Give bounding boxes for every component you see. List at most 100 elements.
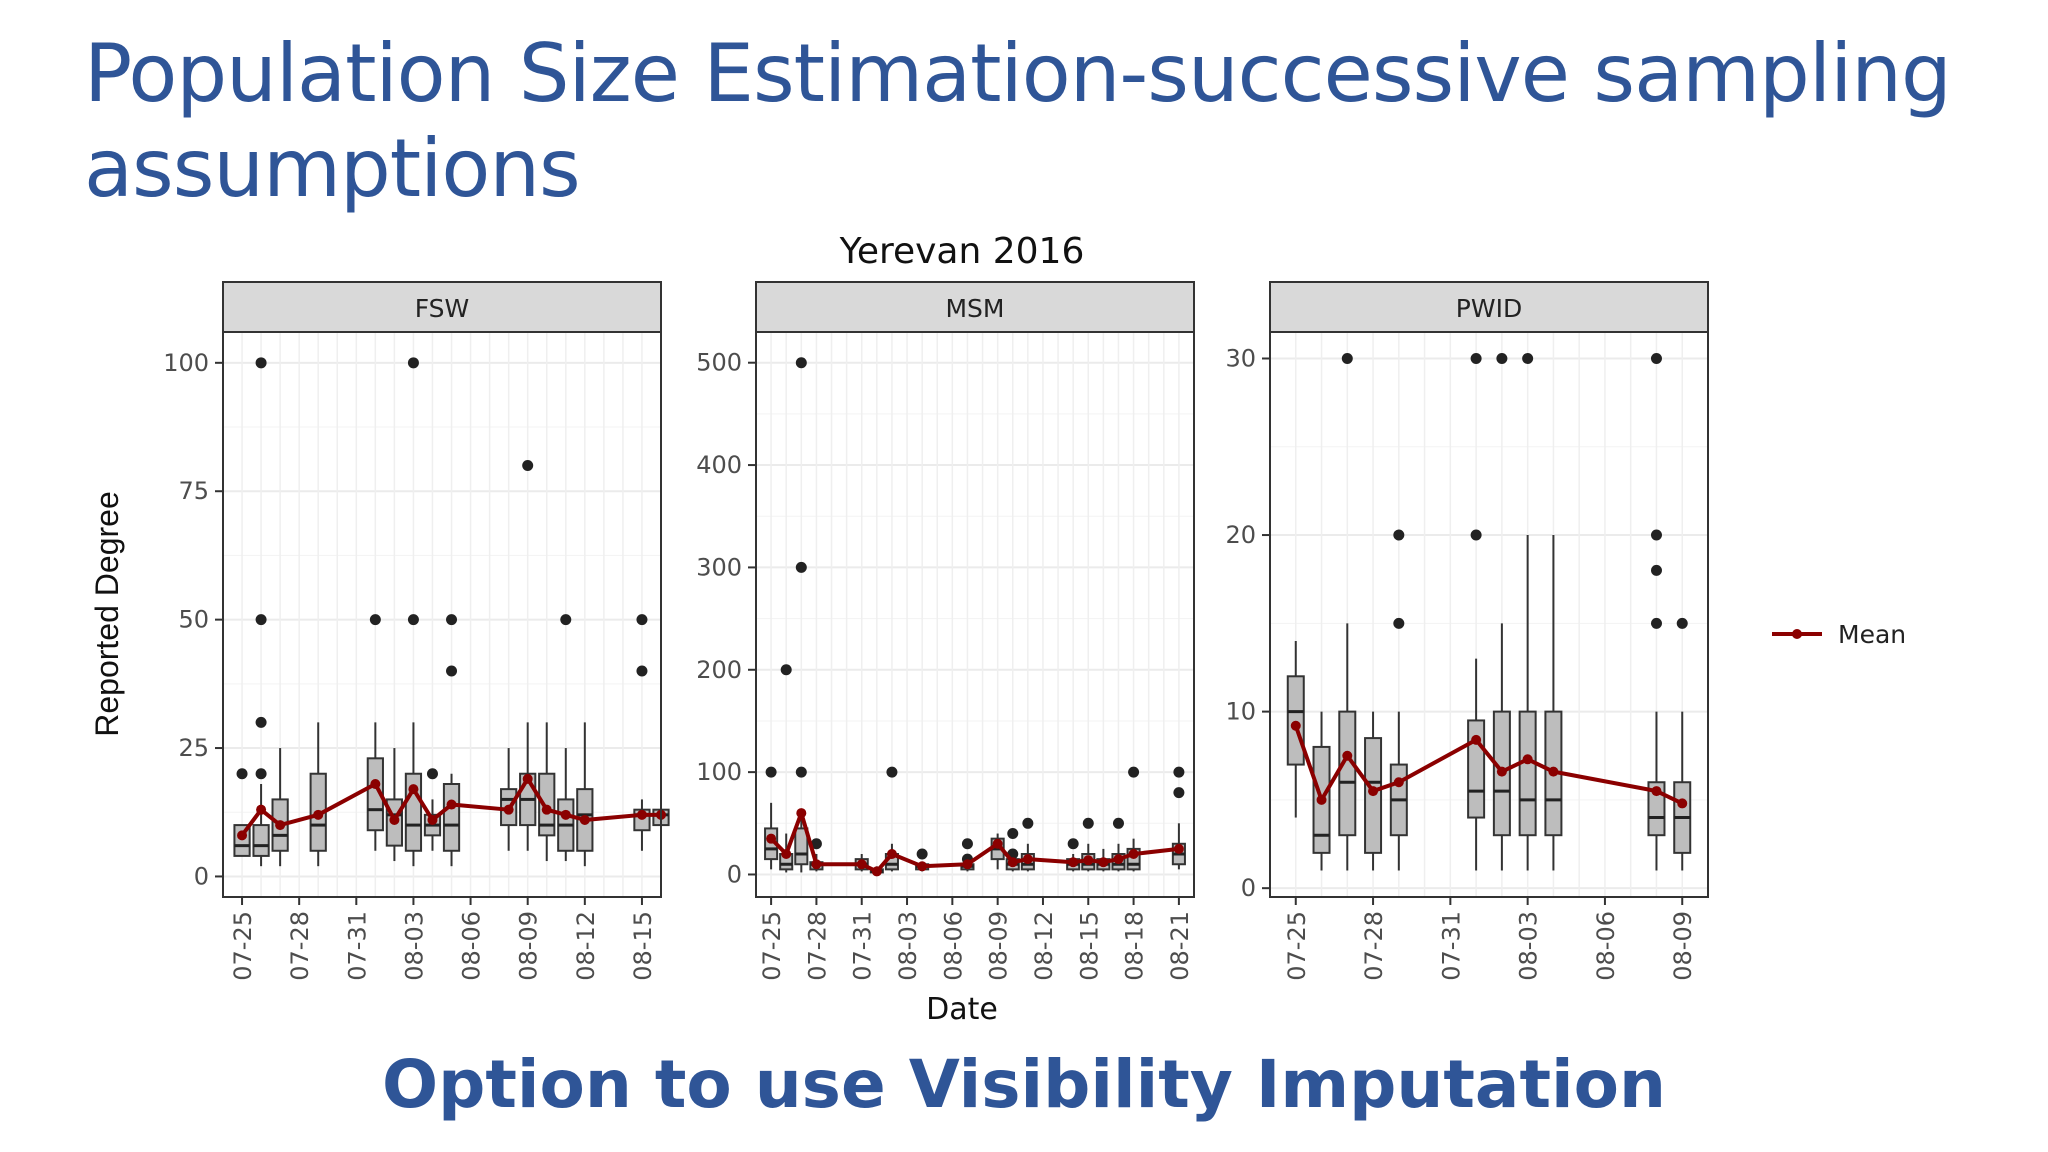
mean-point [781,849,792,860]
outlier-point [765,766,777,778]
outlier-point [522,460,534,472]
mean-point [1316,794,1327,805]
x-tick-label: 07-31 [849,911,877,981]
x-tick-label: 08-03 [1515,911,1543,981]
mean-point [992,838,1003,849]
mean-point [1496,766,1507,777]
y-tick-label: 75 [178,477,209,505]
outlier-point [1522,352,1534,364]
outlier-point [1393,529,1405,541]
outlier-point [1496,352,1508,364]
slide-subtitle: Option to use Visibility Imputation [382,1046,1666,1123]
chart-title: Yerevan 2016 [839,231,1085,272]
mean-point [446,799,457,810]
outlier-point [446,665,458,677]
y-tick-label: 30 [1225,344,1256,372]
outlier-point [255,614,267,626]
mean-point [1677,798,1688,809]
y-tick-label: 400 [696,451,742,479]
outlier-point [255,768,267,780]
y-tick-label: 25 [178,734,209,762]
y-tick-label: 0 [1241,874,1256,902]
x-tick-label: 07-28 [286,911,314,981]
mean-point [1098,857,1109,868]
plot-frame [222,331,662,898]
box [1338,710,1357,837]
box [1647,781,1666,837]
outlier-point [369,614,381,626]
mean-point [636,809,647,820]
x-tick-label: 08-03 [894,911,922,981]
mean-point [1083,855,1094,866]
mean-point [856,859,867,870]
mean-point [522,773,533,784]
boxplot-08-01 [366,614,384,851]
mean-line [240,776,661,837]
y-tick-label: 0 [727,860,742,888]
outlier-point [810,838,822,850]
x-tick-label: 08-09 [1669,911,1697,981]
x-tick-label: 08-06 [458,911,486,981]
outlier-point [255,357,267,369]
mean-point [1007,857,1018,868]
mean-point [1022,854,1033,865]
outlier-point [407,614,419,626]
outlier-point [1082,817,1094,829]
mean-point [237,830,248,841]
outlier-point [1650,617,1662,629]
mean-point [1068,857,1079,868]
box [538,772,556,837]
outlier-point [1128,766,1140,778]
y-tick-label: 200 [696,656,742,684]
outlier-point [446,614,458,626]
boxplot-07-26 [252,357,270,867]
panel-msm: MSM 0 100 200 300 400 500 07-25 07-28 07-31 08-03 0… [696,281,1195,981]
mean-point [1651,786,1662,797]
outlier-point [1067,838,1079,850]
mean-point [1128,849,1139,860]
outlier-point [426,768,438,780]
outlier-point [795,357,807,369]
y-tick-label: 100 [163,349,209,377]
y-tick-label: 500 [696,349,742,377]
box [442,783,461,852]
outlier-point [1470,352,1482,364]
plot-frame [1269,331,1709,898]
x-tick-label: 08-09 [985,911,1013,981]
outlier-point [1341,352,1353,364]
mean-point [256,804,267,815]
outlier-point [961,838,973,850]
mean-point [1393,777,1404,788]
y-tick-label: 50 [178,606,209,634]
legend-mean-point [1792,629,1802,639]
outlier-point [1470,529,1482,541]
x-tick-label: 08-15 [629,911,657,981]
outlier-point [1022,817,1034,829]
mean-point [579,814,590,825]
x-tick-label: 08-12 [572,911,600,981]
y-tick-label: 0 [194,862,209,890]
x-tick-label: 08-06 [1592,911,1620,981]
mean-point [1368,786,1379,797]
boxplot-08-18 [1126,766,1141,872]
outlier-point [636,614,648,626]
x-tick-label: 08-06 [939,911,967,981]
mean-point [1471,734,1482,745]
slide-title: Population Size Estimation-successive sa… [84,27,1952,215]
plot-background [756,332,1194,897]
boxplot-08-03 [1518,352,1537,871]
mean-point [1113,854,1124,865]
mean-point [766,833,777,844]
outlier-point [916,848,928,860]
boxplot-08-08 [1647,352,1666,871]
mean-point [408,784,419,795]
mean-point [503,804,514,815]
boxplot-08-10 [538,722,556,862]
legend: Mean [1772,620,1906,649]
mean-point [389,814,400,825]
strip-label: MSM [945,294,1004,323]
mean-point [313,809,324,820]
outlier-point [780,664,792,676]
